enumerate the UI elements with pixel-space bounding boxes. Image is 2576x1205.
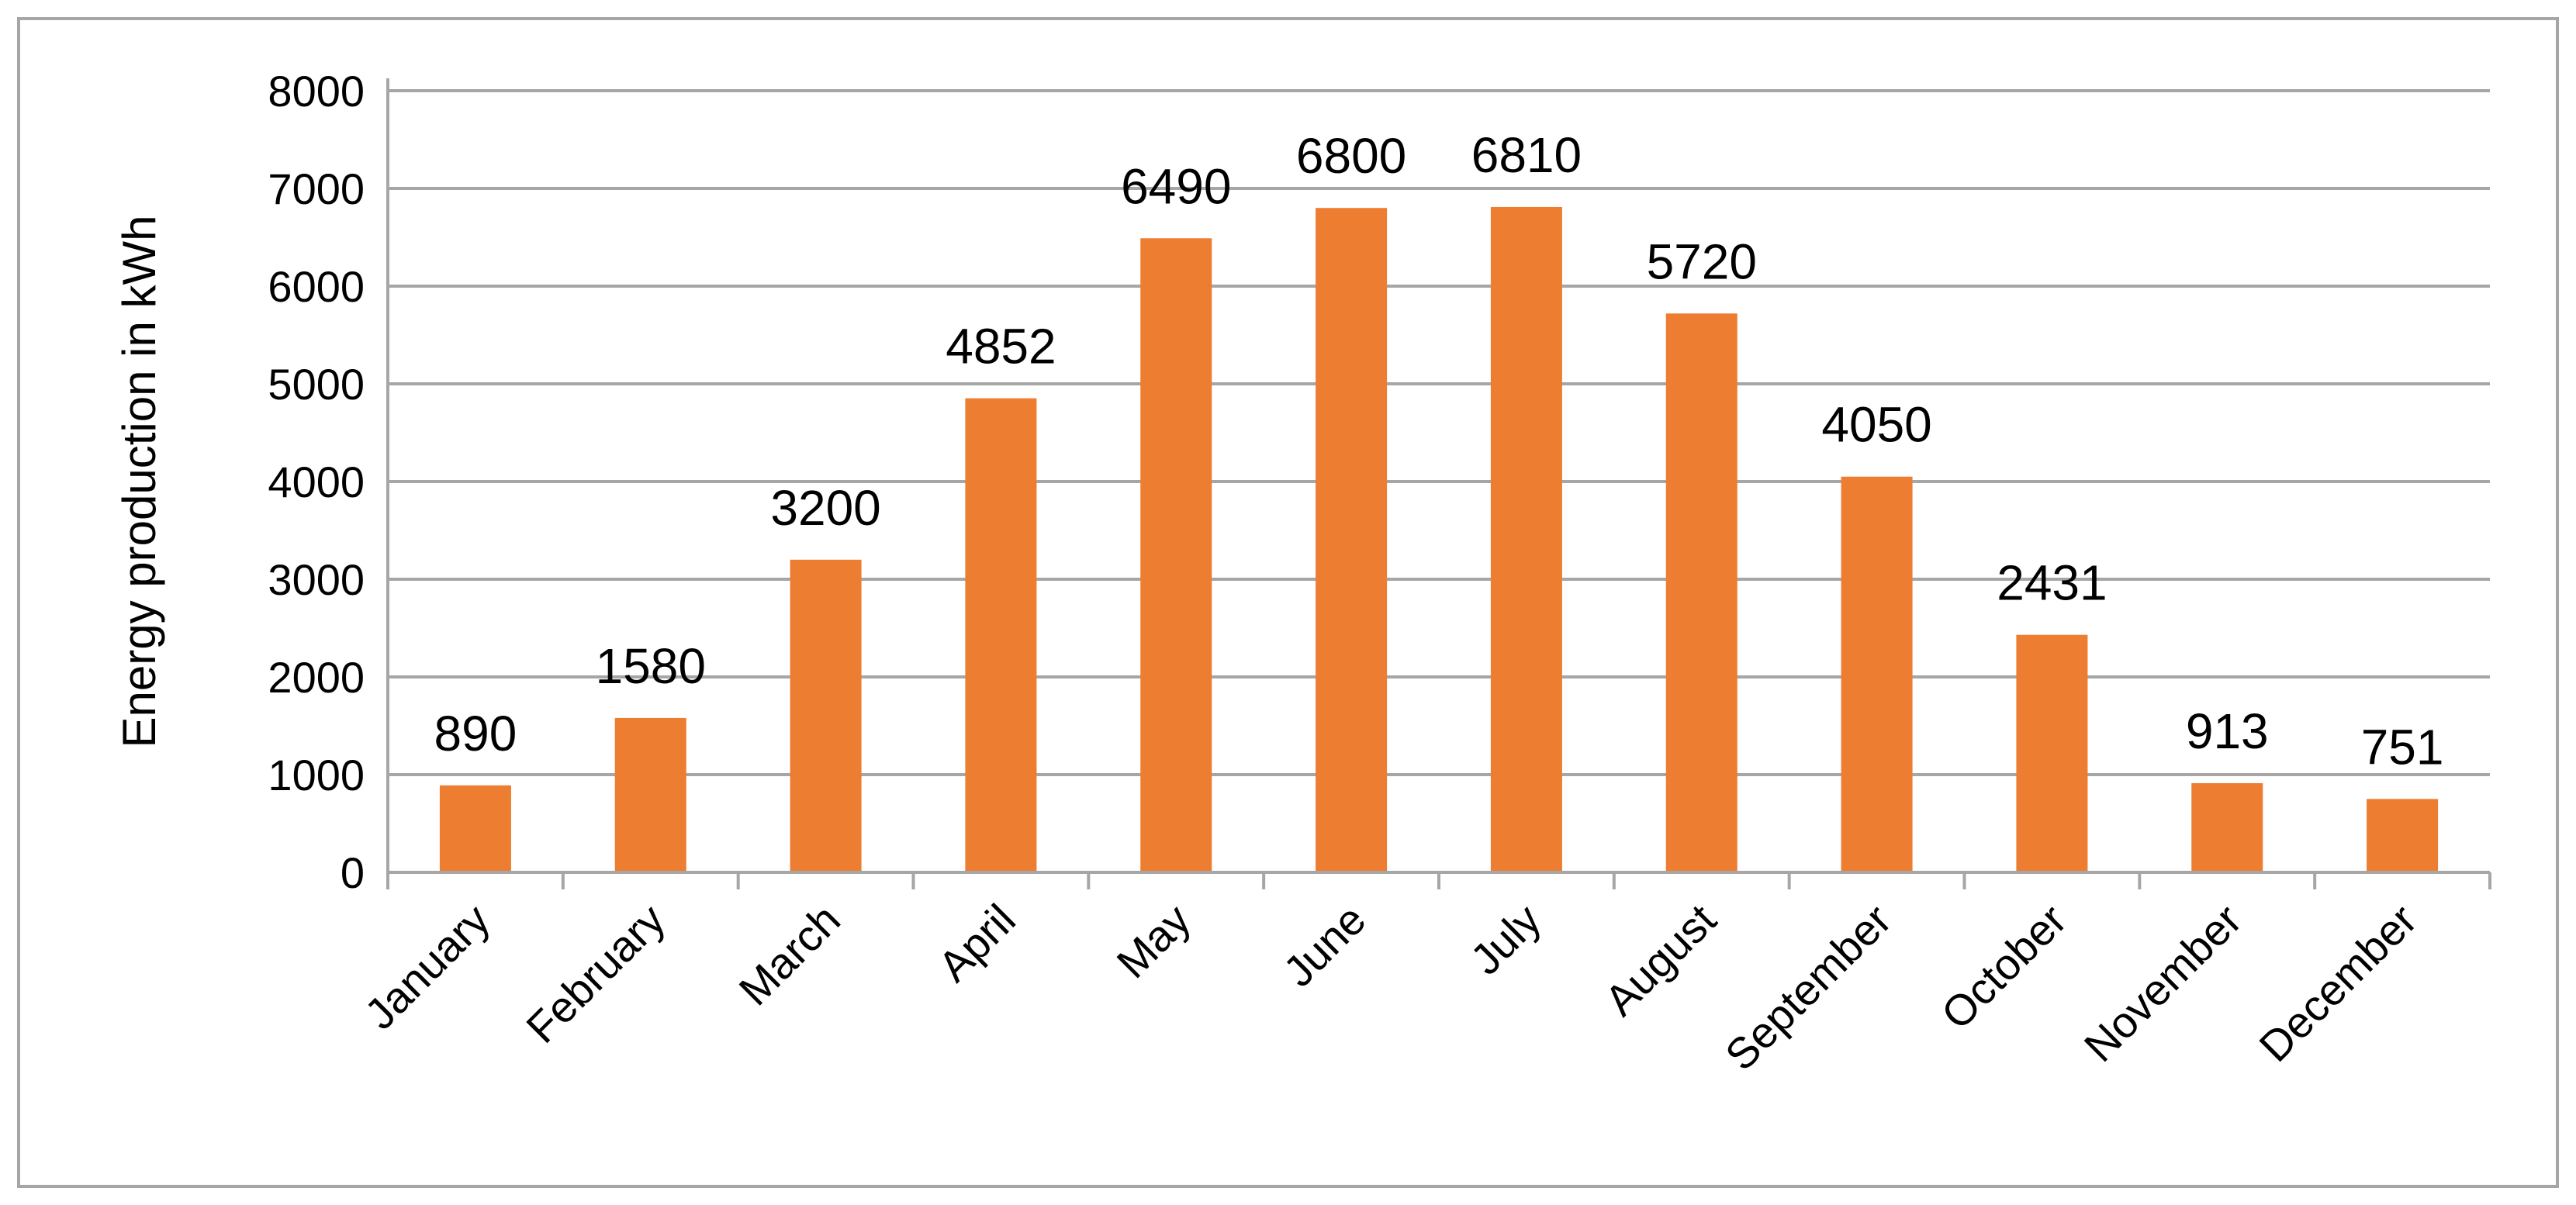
bar-october — [2016, 634, 2088, 872]
bar-march — [790, 559, 862, 872]
bar-december — [2367, 799, 2439, 872]
y-tick-label-7000: 7000 — [268, 164, 365, 213]
y-axis-ticks: 0 1000 2000 3000 4000 5000 6000 7000 8000 — [268, 67, 365, 897]
y-tick-label-3000: 3000 — [268, 555, 365, 604]
bar-september — [1841, 476, 1913, 872]
data-label-july: 6810 — [1471, 127, 1582, 183]
y-tick-label-6000: 6000 — [268, 262, 365, 311]
chart-border — [17, 17, 2559, 1188]
bar-november — [2191, 782, 2263, 872]
data-labels: 890 1580 3200 4852 6490 6800 6810 5720 4050 2431 9… — [434, 127, 2444, 775]
bar-may — [1140, 238, 1212, 872]
data-label-march: 3200 — [770, 480, 880, 536]
x-axis — [386, 78, 2491, 889]
y-tick-label-1000: 1000 — [268, 751, 365, 799]
y-tick-label-0: 0 — [341, 848, 365, 897]
data-label-january: 890 — [434, 706, 517, 761]
data-label-june: 6800 — [1296, 128, 1406, 184]
bar-april — [965, 398, 1037, 872]
data-label-august: 5720 — [1647, 233, 1757, 289]
bars — [439, 206, 2439, 872]
y-tick-label-8000: 8000 — [268, 67, 365, 116]
bar-august — [1665, 313, 1738, 872]
data-label-november: 913 — [2186, 703, 2269, 759]
gridlines — [388, 89, 2490, 776]
bar-february — [614, 717, 686, 872]
y-axis-title: Energy production in kWh — [113, 215, 165, 748]
y-tick-label-2000: 2000 — [268, 653, 365, 702]
bar-july — [1490, 206, 1562, 872]
data-label-may: 6490 — [1121, 158, 1231, 214]
data-label-december: 751 — [2361, 719, 2444, 775]
data-label-february: 1580 — [596, 638, 706, 694]
data-label-april: 4852 — [946, 319, 1056, 375]
bar-january — [439, 785, 511, 872]
y-tick-label-4000: 4000 — [268, 457, 365, 506]
bar-june — [1316, 208, 1388, 872]
data-label-october: 2431 — [1997, 555, 2107, 611]
y-tick-label-5000: 5000 — [268, 360, 365, 409]
data-label-september: 4050 — [1821, 397, 1931, 453]
